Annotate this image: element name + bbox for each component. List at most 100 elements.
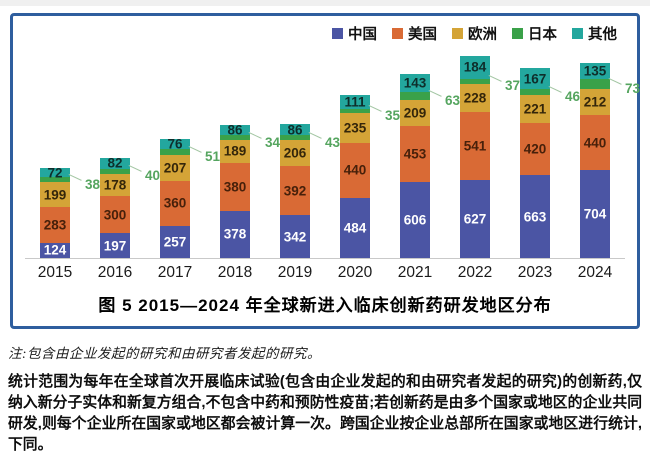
callout-leader-line — [188, 145, 202, 153]
bar-stack: 606 453 209 143 — [400, 73, 430, 258]
page-top-strip — [0, 0, 650, 6]
segment-value-label: 606 — [403, 212, 427, 228]
bar-segment: 420 — [520, 122, 550, 176]
segment-value-label: 300 — [103, 206, 127, 222]
x-axis-label: 2019 — [277, 264, 313, 281]
legend-swatch-icon — [512, 27, 523, 39]
bar-column: 124 283 199 72 38 — [25, 46, 100, 258]
bar-column: 606 453 209 143 63 — [385, 46, 460, 258]
bar-segment: 212 — [580, 88, 610, 115]
bar-segment: 135 — [580, 62, 610, 80]
callout-leader-line — [548, 86, 562, 94]
bar-segment: 228 — [460, 83, 490, 113]
bar-segment: 453 — [400, 125, 430, 183]
bar-segment: 206 — [280, 140, 310, 167]
bar-segment: 627 — [460, 179, 490, 258]
callout-leader-line — [248, 131, 262, 139]
segment-value-label: 178 — [103, 177, 127, 192]
segment-value-label: 82 — [107, 155, 123, 171]
legend-label: 其他 — [588, 26, 617, 43]
bar-segment: 342 — [280, 215, 310, 258]
segment-value-label: 184 — [463, 59, 487, 75]
segment-value-label: 86 — [227, 122, 243, 138]
figure-title: 图 5 2015—2024 年全球新进入临床创新药研发地区分布 — [98, 296, 552, 315]
bar-segment: 143 — [400, 73, 430, 92]
bar-segment: 86 — [220, 122, 250, 138]
bar-segment — [160, 148, 190, 156]
legend-swatch-icon — [452, 27, 463, 39]
x-axis-label: 2024 — [577, 264, 613, 281]
bar-segment: 209 — [400, 99, 430, 126]
bar-segment: 257 — [160, 225, 190, 258]
bar-segment — [340, 108, 370, 114]
bar-stack: 257 360 207 76 — [160, 136, 190, 258]
bar-segment — [100, 168, 130, 174]
segment-value-label: 167 — [523, 71, 547, 87]
japan-callout: 73 — [608, 75, 641, 96]
legend-label: 美国 — [408, 26, 437, 43]
bar-stack: 197 300 178 82 — [100, 155, 130, 258]
segment-value-label: 704 — [583, 206, 607, 222]
callout-value-label: 73 — [625, 80, 641, 96]
segment-value-label: 541 — [463, 138, 487, 154]
bar-segment — [460, 78, 490, 84]
segment-value-label: 663 — [523, 208, 547, 224]
x-axis-label: 2023 — [517, 264, 553, 281]
segment-value-label: 199 — [43, 186, 67, 202]
callout-leader-line — [68, 173, 82, 181]
segment-value-label: 360 — [163, 195, 187, 211]
bar-segment: 199 — [40, 182, 70, 208]
bar-segment: 197 — [100, 233, 130, 258]
x-axis-label: 2015 — [37, 264, 73, 281]
x-axis-label: 2021 — [397, 264, 433, 281]
segment-value-label: 209 — [403, 104, 427, 120]
bar-column: 257 360 207 76 51 — [145, 46, 220, 258]
legend-item: 中国 — [332, 23, 377, 44]
callout-leader-line — [308, 131, 322, 139]
segment-value-label: 76 — [167, 136, 183, 152]
bar-segment — [280, 135, 310, 141]
bar-segment: 380 — [220, 163, 250, 211]
segment-value-label: 189 — [223, 143, 247, 159]
segment-value-label: 135 — [583, 63, 607, 79]
bar-segment: 378 — [220, 210, 250, 258]
bar-segment: 189 — [220, 139, 250, 164]
segment-value-label: 257 — [163, 234, 187, 250]
bar-stack: 627 541 228 184 — [460, 55, 490, 258]
segment-value-label: 440 — [343, 162, 367, 178]
segment-value-label: 228 — [463, 90, 487, 106]
bar-segment: 392 — [280, 166, 310, 216]
bar-segment: 111 — [340, 94, 370, 109]
legend-swatch-icon — [332, 27, 343, 39]
bar-stack: 342 392 206 86 — [280, 123, 310, 258]
bar-column: 627 541 228 184 37 — [445, 46, 520, 258]
segment-value-label: 440 — [583, 134, 607, 150]
segment-value-label: 380 — [223, 179, 247, 195]
bar-segment: 484 — [340, 197, 370, 258]
bar-segment: 440 — [580, 115, 610, 170]
bar-segment: 76 — [160, 136, 190, 152]
bar-segment: 300 — [100, 195, 130, 234]
segment-value-label: 72 — [47, 165, 63, 181]
segment-value-label: 342 — [283, 228, 307, 244]
chart-plot: 124 283 199 72 38 197 300 178 82 40 257 360 207 76 51 3… — [25, 46, 640, 259]
segment-value-label: 143 — [403, 74, 427, 90]
bar-column: 484 440 235 111 35 — [325, 46, 400, 258]
bar-segment: 704 — [580, 170, 610, 258]
legend-label: 中国 — [348, 26, 377, 43]
legend-item: 欧洲 — [452, 23, 497, 44]
chart-legend: 中国 美国 欧洲 日本 其他 — [25, 22, 625, 44]
bar-stack: 484 440 235 111 — [340, 94, 370, 258]
segment-value-label: 221 — [523, 101, 547, 117]
bar-stack: 704 440 212 135 — [580, 62, 610, 258]
x-axis-label: 2017 — [157, 264, 193, 281]
x-axis-label: 2018 — [217, 264, 253, 281]
callout-leader-line — [368, 104, 382, 112]
x-axis-label: 2022 — [457, 264, 493, 281]
segment-value-label: 378 — [223, 226, 247, 242]
legend-swatch-icon — [392, 27, 403, 39]
bar-segment: 86 — [280, 123, 310, 136]
bar-segment: 207 — [160, 155, 190, 181]
callout-leader-line — [428, 89, 442, 97]
segment-value-label: 207 — [163, 160, 187, 176]
